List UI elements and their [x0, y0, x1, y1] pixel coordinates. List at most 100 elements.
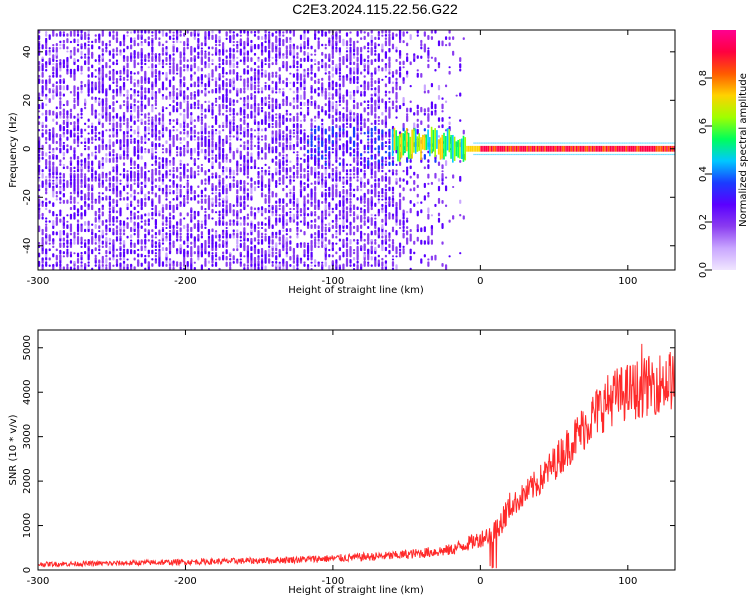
heatmap-cell: [260, 109, 264, 113]
heatmap-cell: [367, 233, 370, 239]
heatmap-cell: [87, 93, 90, 97]
heatmap-cell: [190, 74, 193, 78]
heatmap-cell: [236, 45, 239, 50]
heatmap-cell: [232, 115, 235, 119]
heatmap-cell: [172, 214, 175, 220]
heatmap-cell: [356, 197, 359, 201]
heatmap-cell: [91, 240, 94, 245]
heatmap-cell: [377, 244, 380, 248]
heatmap-cell: [48, 248, 51, 252]
heatmap-cell: [367, 42, 370, 47]
heatmap-cell: [130, 210, 133, 214]
heatmap-cell: [306, 170, 310, 173]
heatmap-cell: [119, 153, 122, 157]
heatmap-cell: [289, 175, 292, 179]
heatmap-cell: [48, 109, 51, 116]
heatmap-cell: [147, 222, 150, 226]
heatmap-cell: [367, 141, 370, 144]
heatmap-cell: [76, 264, 80, 270]
heatmap-cell: [151, 120, 154, 126]
heatmap-cell: [137, 51, 140, 56]
heatmap-cell: [342, 206, 345, 211]
heatmap-cell: [268, 103, 271, 107]
heatmap-cell: [260, 235, 264, 239]
heatmap-cell: [331, 254, 334, 258]
heatmap-cell: [144, 104, 147, 110]
heatmap-cell: [285, 55, 288, 59]
heatmap-cell: [80, 159, 83, 163]
heatmap-cell: [317, 137, 320, 141]
heatmap-cell: [278, 67, 281, 72]
heatmap-cell: [45, 79, 48, 85]
heatmap-cell: [381, 203, 384, 207]
heatmap-cell: [292, 146, 295, 151]
heatmap-cell: [38, 164, 41, 170]
heatmap-cell: [186, 95, 189, 100]
heatmap-cell: [105, 186, 108, 192]
heatmap-cell: [236, 195, 239, 198]
heatmap-cell: [130, 239, 133, 242]
heatmap-cell: [268, 145, 271, 151]
heatmap-cell: [370, 122, 373, 126]
heatmap-cell: [416, 224, 419, 230]
heatmap-cell: [363, 243, 366, 248]
heatmap-cell: [335, 46, 338, 50]
heatmap-cell: [356, 185, 359, 189]
heatmap-cell: [321, 178, 324, 182]
heatmap-cell: [41, 200, 44, 204]
heatmap-cell: [360, 157, 363, 160]
heatmap-cell: [225, 156, 228, 160]
heatmap-cell: [363, 156, 366, 163]
heatmap-cell: [62, 39, 65, 44]
heatmap-cell: [246, 56, 249, 62]
heatmap-cell: [91, 136, 94, 141]
heatmap-cell: [59, 43, 62, 47]
heatmap-cell: [91, 86, 94, 91]
heatmap-cell: [374, 241, 377, 245]
heatmap-cell: [52, 58, 55, 62]
heatmap-cell: [239, 111, 242, 116]
heatmap-cell: [186, 43, 189, 47]
heatmap-cell: [66, 245, 69, 248]
heatmap-cell: [253, 33, 257, 37]
heatmap-cell: [179, 51, 182, 56]
heatmap-cell: [229, 233, 232, 239]
heatmap-cell: [335, 171, 338, 176]
heatmap-cell: [41, 263, 44, 267]
heatmap-cell: [285, 112, 288, 116]
heatmap-cell: [147, 190, 150, 195]
heatmap-cell: [444, 44, 448, 47]
heatmap-cell: [427, 261, 430, 264]
heatmap-cell: [154, 53, 157, 56]
heatmap-cell: [427, 182, 430, 185]
heatmap-cell: [370, 134, 373, 138]
heatmap-cell: [264, 169, 267, 173]
heatmap-cell: [151, 108, 154, 113]
heatmap-cell: [144, 254, 147, 258]
heatmap-cell: [278, 151, 281, 157]
heatmap-cell: [98, 209, 101, 214]
heatmap-cell: [324, 128, 327, 132]
heatmap-cell: [384, 100, 388, 107]
heatmap-cell: [314, 53, 317, 56]
heatmap-cell: [420, 258, 423, 264]
heatmap-cell: [147, 87, 150, 91]
heatmap-cell: [229, 167, 232, 170]
heatmap-cell: [200, 130, 203, 135]
heatmap-cell: [211, 208, 214, 214]
heatmap-cell: [80, 163, 83, 166]
heatmap-cell: [370, 140, 373, 144]
heatmap-cell: [161, 151, 165, 154]
heatmap-cell: [140, 113, 143, 116]
heatmap-cell: [200, 134, 203, 138]
heatmap-cell: [183, 136, 186, 141]
heatmap-cell: [222, 203, 225, 207]
heatmap-cell: [154, 77, 157, 81]
heatmap-cell: [183, 113, 186, 119]
heatmap-cell: [45, 197, 48, 201]
heatmap-cell: [296, 210, 299, 214]
heatmap-cell: [257, 65, 260, 69]
heatmap-cell: [62, 33, 65, 37]
heatmap-cell: [45, 256, 48, 261]
heatmap-cell: [172, 84, 175, 91]
